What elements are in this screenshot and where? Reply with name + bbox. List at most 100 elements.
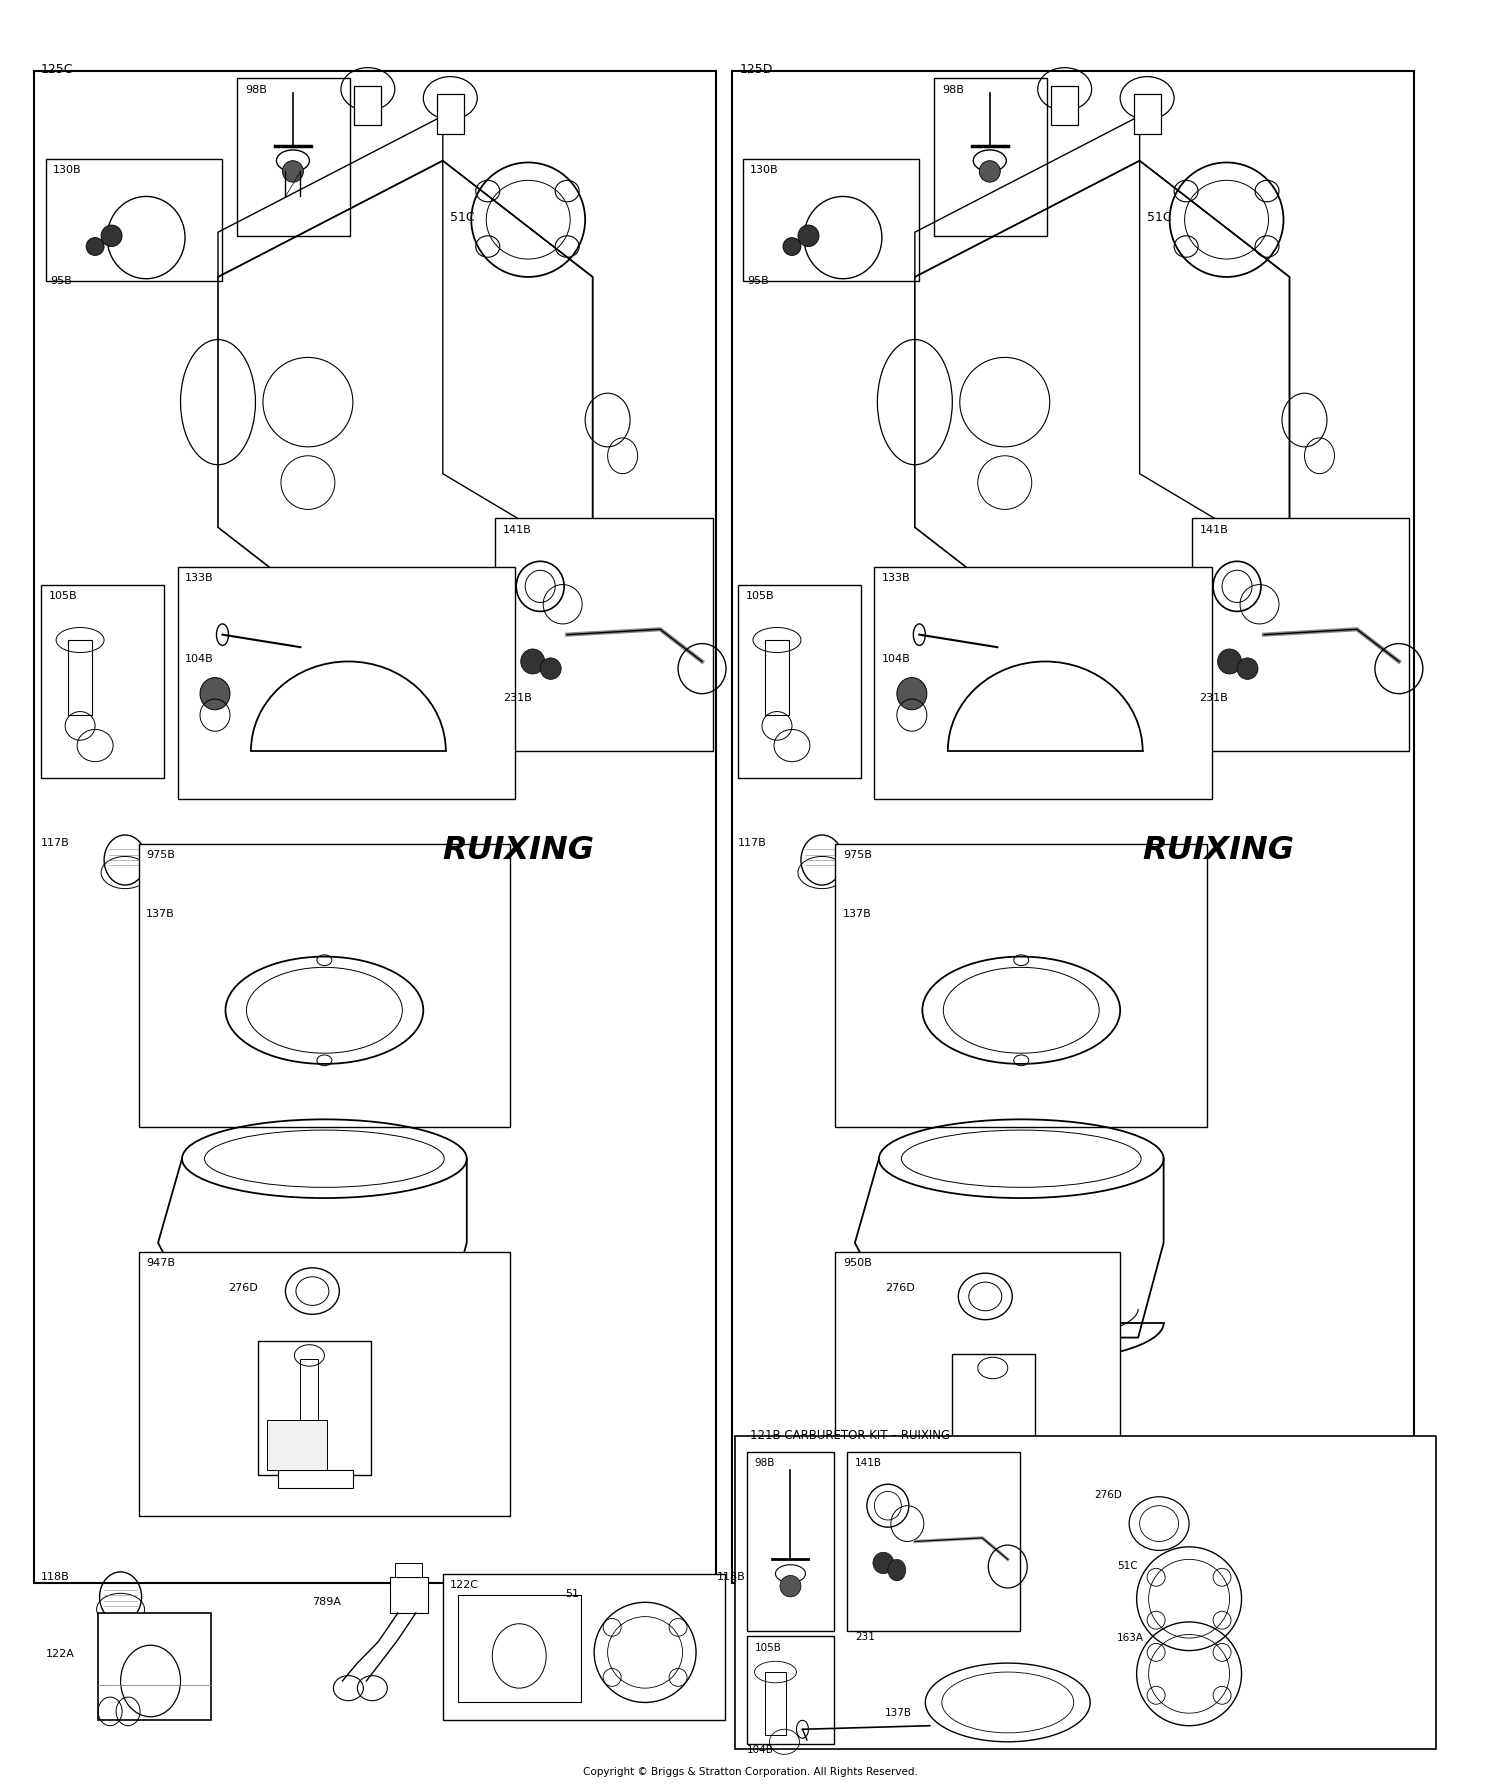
Text: 130B: 130B	[750, 165, 778, 175]
Ellipse shape	[86, 238, 104, 256]
Text: 950B: 950B	[843, 1258, 872, 1267]
Ellipse shape	[897, 678, 927, 710]
Text: Copyright © Briggs & Stratton Corporation. All Rights Reserved.: Copyright © Briggs & Stratton Corporatio…	[582, 1766, 918, 1776]
Text: 51: 51	[566, 1589, 579, 1598]
Text: BRIGGS & STRATTON: BRIGGS & STRATTON	[970, 850, 1166, 868]
Bar	[765, 640, 789, 716]
Text: 137B: 137B	[843, 909, 872, 920]
Text: 51C: 51C	[1118, 1560, 1138, 1571]
Text: 104B: 104B	[747, 1744, 774, 1753]
Text: 95B: 95B	[747, 276, 770, 286]
Bar	[738, 585, 861, 778]
Bar	[495, 519, 712, 751]
Text: 276D: 276D	[885, 1283, 915, 1292]
Bar	[394, 1564, 422, 1578]
Bar	[765, 1673, 786, 1735]
Bar	[390, 1578, 427, 1614]
Text: 98B: 98B	[942, 84, 963, 95]
Ellipse shape	[873, 1553, 894, 1574]
Bar	[836, 1252, 1120, 1517]
Bar	[747, 1637, 834, 1744]
Bar	[138, 1252, 510, 1517]
Bar	[436, 95, 463, 134]
Ellipse shape	[540, 658, 561, 680]
Bar	[68, 640, 92, 716]
Text: BRIGGS & STRATTON: BRIGGS & STRATTON	[270, 850, 465, 868]
Text: 276D: 276D	[228, 1283, 258, 1292]
Text: 117B: 117B	[40, 837, 70, 848]
Bar	[1192, 519, 1410, 751]
Ellipse shape	[100, 225, 122, 247]
Text: 104B: 104B	[882, 653, 910, 664]
Bar	[177, 567, 514, 800]
Ellipse shape	[980, 161, 1000, 182]
Text: 121B CARBURETOR KIT – RUIXING: 121B CARBURETOR KIT – RUIXING	[750, 1428, 950, 1442]
Text: 98B: 98B	[754, 1458, 776, 1467]
Text: 104B: 104B	[184, 653, 214, 664]
Text: 276D: 276D	[1095, 1488, 1122, 1499]
Text: 51C: 51C	[1148, 211, 1172, 224]
Bar	[934, 79, 1047, 236]
Text: 95B: 95B	[50, 276, 72, 286]
Bar	[1134, 95, 1161, 134]
Text: 118B: 118B	[40, 1571, 70, 1581]
Bar	[45, 159, 222, 281]
Text: 122A: 122A	[45, 1648, 75, 1658]
Text: 105B: 105B	[754, 1642, 782, 1651]
Bar	[258, 1342, 370, 1476]
Bar	[442, 1574, 724, 1721]
Ellipse shape	[282, 161, 303, 182]
Text: 141B: 141B	[855, 1458, 882, 1467]
Text: 231B: 231B	[1200, 692, 1228, 703]
Ellipse shape	[780, 1576, 801, 1598]
Text: 141B: 141B	[1200, 524, 1228, 535]
Bar	[847, 1453, 1020, 1632]
Text: 125D: 125D	[740, 63, 772, 75]
Bar	[836, 844, 1208, 1127]
Text: 105B: 105B	[48, 590, 78, 601]
Text: 137B: 137B	[885, 1707, 912, 1717]
Text: 105B: 105B	[746, 590, 774, 601]
Text: 231B: 231B	[503, 692, 531, 703]
Text: 133B: 133B	[184, 572, 213, 583]
Text: 51C: 51C	[450, 211, 476, 224]
Text: 789A: 789A	[312, 1596, 342, 1607]
Text: 231: 231	[855, 1632, 874, 1641]
Text: 163A: 163A	[1118, 1632, 1144, 1642]
Text: 125C: 125C	[40, 63, 74, 75]
Text: 141B: 141B	[503, 524, 531, 535]
Ellipse shape	[798, 225, 819, 247]
Bar	[1068, 635, 1092, 680]
Text: 975B: 975B	[843, 850, 872, 861]
Bar	[1052, 86, 1078, 125]
Bar	[747, 1453, 834, 1632]
Ellipse shape	[783, 238, 801, 256]
Text: 122C: 122C	[450, 1580, 480, 1589]
Bar	[33, 72, 715, 1583]
Text: RUIXING: RUIXING	[442, 834, 596, 866]
Bar	[300, 1360, 318, 1440]
Bar	[370, 635, 394, 680]
Bar	[354, 86, 381, 125]
Bar	[968, 1467, 1020, 1485]
Text: 130B: 130B	[53, 165, 82, 175]
Bar	[138, 844, 510, 1127]
Bar	[237, 79, 350, 236]
Ellipse shape	[1218, 649, 1242, 674]
Bar	[874, 567, 1212, 800]
Text: 118B: 118B	[717, 1571, 746, 1581]
Text: 133B: 133B	[882, 572, 910, 583]
Text: 137B: 137B	[146, 909, 176, 920]
Text: RUIXING: RUIXING	[1143, 834, 1294, 866]
Ellipse shape	[520, 649, 544, 674]
Text: 98B: 98B	[244, 84, 267, 95]
Ellipse shape	[888, 1560, 906, 1581]
Bar	[735, 1437, 1437, 1750]
Bar	[458, 1596, 580, 1703]
Bar	[732, 72, 1414, 1583]
Bar	[98, 1614, 210, 1721]
Bar	[40, 585, 164, 778]
Ellipse shape	[1238, 658, 1258, 680]
Bar	[952, 1354, 1035, 1471]
Ellipse shape	[200, 678, 230, 710]
